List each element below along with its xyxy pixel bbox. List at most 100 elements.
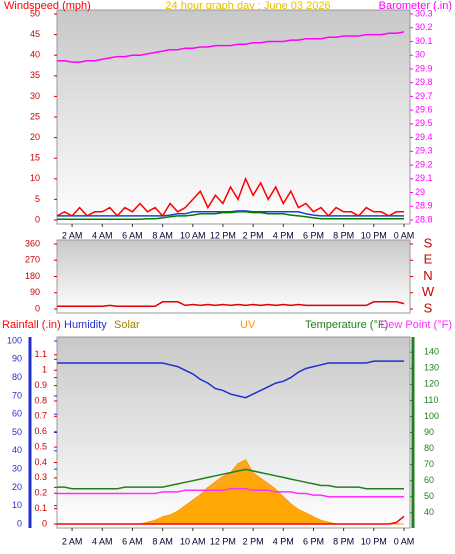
- y2-tick-label: 28.9: [415, 201, 433, 211]
- x-tick-label: 12 PM: [210, 230, 236, 240]
- y2-tick-label: S: [424, 235, 433, 250]
- y-tick-label: 80: [12, 372, 22, 382]
- y3-tick-label: 0.1: [34, 503, 47, 513]
- line: [57, 487, 404, 498]
- y-tick-label: 5: [35, 194, 40, 204]
- y-tick-label: 25: [30, 111, 40, 121]
- line: [56, 176, 404, 218]
- chart-title: 24 hour graph day : June 03 2026: [165, 0, 330, 12]
- x-tick-label: 2 PM: [243, 230, 264, 240]
- x-tick-label: 10 AM: [180, 536, 206, 546]
- y3-tick-label: 0.9: [34, 380, 47, 390]
- y-tick-label: 10: [12, 500, 22, 510]
- y-tick-label: 15: [30, 153, 40, 163]
- x-tick-label: 6 AM: [122, 536, 143, 546]
- y3-tick-label: 0.7: [34, 411, 47, 421]
- y-tick-label: 30: [12, 463, 22, 473]
- y2-tick-label: 50: [424, 491, 434, 501]
- y-tick-label: 10: [30, 173, 40, 183]
- legend-label: Temperature (°F): [305, 319, 388, 331]
- line: [57, 515, 405, 525]
- y2-tick-label: 29.2: [415, 159, 433, 169]
- x-tick-label: 2 AM: [62, 536, 83, 546]
- x-tick-label: 8 PM: [333, 536, 354, 546]
- line: [57, 31, 405, 63]
- y3-tick-label: 0.6: [34, 426, 47, 436]
- y3-tick-label: 0.3: [34, 472, 47, 482]
- x-tick-label: 4 PM: [273, 230, 294, 240]
- y2-tick-label: 80: [424, 443, 434, 453]
- x-tick-label: 2 AM: [62, 230, 83, 240]
- y2-tick-label: 130: [424, 363, 439, 373]
- legend-label: Windspeed (mph): [4, 0, 91, 12]
- legend-label: Barometer (.in): [379, 0, 452, 12]
- x-tick-label: 0 AM: [394, 536, 415, 546]
- x-tick-label: 10 PM: [361, 536, 387, 546]
- y2-tick-label: 30.3: [415, 8, 433, 18]
- x-tick-label: 2 PM: [243, 536, 264, 546]
- y2-tick-label: E: [424, 252, 433, 267]
- line: [57, 210, 404, 217]
- line: [57, 468, 404, 490]
- x-tick-label: 4 AM: [92, 230, 113, 240]
- y2-tick-label: 29.4: [415, 132, 433, 142]
- y2-tick-label: 30.1: [415, 36, 433, 46]
- y-tick-label: 90: [30, 287, 40, 297]
- legend-label: Humidity: [64, 319, 107, 331]
- x-tick-label: 8 PM: [333, 230, 354, 240]
- y-tick-label: 0: [35, 303, 40, 313]
- y-tick-label: 30: [30, 91, 40, 101]
- x-tick-label: 10 AM: [180, 230, 206, 240]
- y3-tick-label: 1.1: [34, 349, 47, 359]
- y2-tick-label: 110: [424, 395, 438, 405]
- y2-tick-label: 29.3: [415, 146, 433, 156]
- y2-tick-label: 100: [424, 411, 439, 421]
- plot-background: [57, 240, 410, 313]
- y-tick-label: 20: [30, 132, 40, 142]
- y-tick-label: 50: [30, 8, 40, 18]
- y-tick-label: 180: [25, 271, 40, 281]
- y3-tick-label: 0.5: [34, 441, 47, 451]
- y3-tick-label: 0.2: [34, 488, 47, 498]
- y2-tick-label: 29.6: [415, 105, 433, 115]
- y2-tick-label: 29.5: [415, 118, 433, 128]
- line: [57, 211, 404, 220]
- legend-label: Dew Point (°F): [380, 319, 452, 331]
- y2-tick-label: 70: [424, 459, 434, 469]
- y3-tick-label: 0.8: [34, 395, 47, 405]
- x-tick-label: 8 AM: [152, 536, 173, 546]
- y2-tick-label: 90: [424, 427, 434, 437]
- y-tick-label: 90: [12, 354, 22, 364]
- y3-tick-label: 1: [42, 365, 47, 375]
- y2-tick-label: N: [423, 268, 432, 283]
- y-tick-label: 100: [7, 335, 22, 345]
- y-tick-label: 40: [30, 50, 40, 60]
- y-tick-label: 0: [17, 518, 22, 528]
- y2-tick-label: W: [422, 284, 435, 299]
- y2-tick-label: 28.8: [415, 214, 433, 224]
- y3-tick-label: 0.4: [34, 457, 47, 467]
- x-tick-label: 4 PM: [273, 536, 294, 546]
- y-tick-label: 270: [25, 255, 40, 265]
- legend-label: Solar: [114, 319, 140, 331]
- x-tick-label: 6 PM: [303, 230, 324, 240]
- y-tick-label: 45: [30, 29, 40, 39]
- y2-tick-label: 29: [415, 187, 425, 197]
- y2-tick-label: 29.8: [415, 77, 433, 87]
- x-tick-label: 6 PM: [303, 536, 324, 546]
- y2-tick-label: 40: [424, 507, 434, 517]
- x-tick-label: 8 AM: [152, 230, 173, 240]
- y2-tick-label: 60: [424, 475, 434, 485]
- line: [57, 301, 405, 308]
- y2-tick-label: 120: [424, 379, 439, 389]
- y2-tick-label: 30: [415, 50, 425, 60]
- y-tick-label: 0: [35, 214, 40, 224]
- y-tick-label: 60: [12, 409, 22, 419]
- y2-tick-label: 29.1: [415, 173, 433, 183]
- y2-tick-label: 140: [424, 347, 439, 357]
- y3-tick-label: 0: [42, 518, 47, 528]
- y2-tick-label: 29.7: [415, 91, 433, 101]
- x-tick-label: 4 AM: [92, 536, 113, 546]
- x-tick-label: 12 PM: [210, 536, 236, 546]
